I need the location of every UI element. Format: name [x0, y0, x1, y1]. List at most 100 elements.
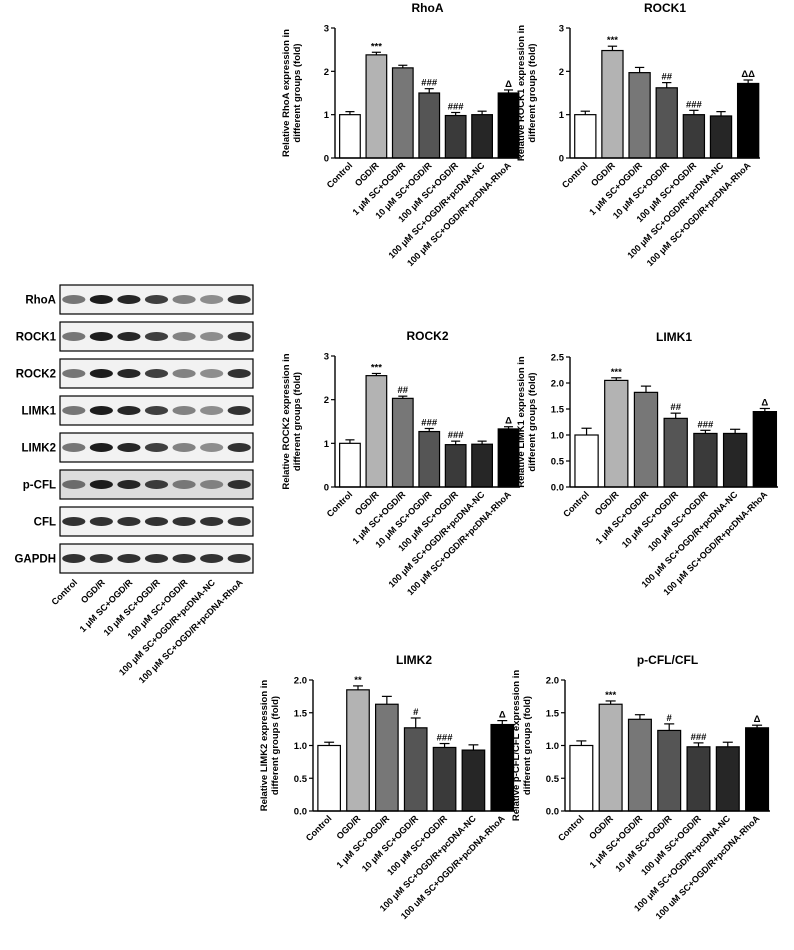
x-tick-label: 100 μM SC+OGD/R+pcDNA-NC — [386, 489, 486, 589]
bar — [444, 444, 467, 488]
bar — [471, 114, 493, 159]
bar — [574, 114, 597, 159]
significance-label: ### — [448, 102, 465, 113]
blot-band — [227, 332, 251, 341]
significance-label: *** — [605, 690, 616, 701]
blot-band — [200, 443, 224, 452]
blot-band — [227, 369, 251, 378]
chart-title: p-CFL/CFL — [637, 653, 698, 667]
blot-band — [62, 554, 86, 563]
significance-label: ## — [670, 402, 681, 413]
blot-band — [227, 517, 251, 526]
blot-band — [144, 480, 169, 489]
blot-band — [144, 295, 169, 304]
significance-label: ### — [448, 430, 465, 441]
bar — [745, 727, 770, 812]
blot-band — [117, 443, 141, 452]
bar — [365, 54, 388, 159]
blot-band — [62, 517, 86, 526]
significance-label: Δ — [499, 710, 506, 721]
significance-label: ## — [398, 385, 409, 396]
blot-band — [200, 517, 224, 526]
y-tick-label: 1.0 — [294, 741, 307, 752]
blot-band — [172, 295, 196, 304]
x-tick-label: OGD/R — [587, 813, 615, 841]
y-axis-label: different groups (fold) — [292, 372, 303, 471]
x-tick-label: Control — [560, 160, 590, 190]
blot-band — [200, 295, 224, 304]
bar — [391, 67, 414, 159]
bar — [471, 443, 493, 488]
blot-band — [227, 554, 251, 563]
x-tick-label: 100 μM SC+OGD/R+pcDNA-NC — [386, 160, 486, 260]
blot-row-label: LIMK2 — [22, 443, 57, 455]
bar-chart: p-CFL/CFL Relative p-CFL/CFL expression i… — [511, 653, 770, 921]
bar — [598, 703, 623, 812]
blot-band — [172, 517, 196, 526]
y-axis-label: Relative ROCK2 expression in — [281, 353, 292, 489]
blot-band — [144, 369, 169, 378]
blot-band — [89, 517, 113, 526]
blot-band — [172, 554, 196, 563]
x-tick-label: 1 μM SC+OGD/R — [594, 489, 651, 546]
bar-chart: LIMK2 Relative LIMK2 expression in differe… — [259, 653, 515, 921]
y-axis-label: Relative RhoA expression in — [281, 29, 292, 157]
bar-chart: LIMK1 Relative LIMK1 expression in differe… — [516, 330, 778, 597]
y-tick-label: 3 — [324, 352, 329, 363]
bar — [693, 432, 718, 488]
blot-band — [89, 295, 113, 304]
significance-label: *** — [371, 41, 382, 52]
bar — [736, 82, 760, 159]
bar — [663, 417, 688, 488]
bar — [682, 114, 706, 159]
blot-band — [117, 406, 141, 415]
y-tick-label: 0.5 — [551, 457, 565, 468]
blot-band — [117, 554, 141, 563]
blot-band — [200, 406, 224, 415]
blot-band — [89, 406, 113, 415]
significance-label: *** — [607, 35, 618, 46]
blot-row-label: ROCK2 — [16, 369, 56, 381]
bar — [752, 411, 778, 488]
bar — [418, 92, 441, 159]
chart-title: LIMK2 — [396, 653, 432, 667]
y-tick-label: 1 — [324, 439, 330, 450]
y-tick-label: 1 — [559, 110, 565, 121]
y-tick-label: 1.5 — [294, 708, 308, 719]
x-tick-label: OGD/R — [593, 489, 621, 517]
blot-band — [62, 332, 86, 341]
blot-band — [227, 480, 251, 489]
blot-band — [172, 480, 196, 489]
y-tick-label: 2.0 — [546, 676, 559, 687]
x-tick-label: 100 uM SC+OGD/R+pcDNA-RhoA — [654, 813, 762, 921]
significance-label: ## — [661, 72, 672, 83]
significance-label: ### — [686, 99, 703, 110]
bar — [444, 114, 467, 159]
significance-label: ### — [437, 733, 454, 744]
bar — [432, 746, 457, 812]
significance-label: ### — [691, 732, 708, 743]
bar — [655, 87, 678, 159]
bar — [601, 49, 624, 159]
blot-band — [200, 480, 224, 489]
blot-row-label: p-CFL — [23, 480, 56, 492]
y-tick-label: 0.5 — [546, 774, 560, 785]
significance-label: ### — [697, 419, 714, 430]
blot-band — [89, 369, 113, 378]
y-axis-label: different groups (fold) — [270, 696, 281, 795]
blot-band — [172, 443, 196, 452]
x-tick-label: Control — [325, 160, 355, 190]
bar — [715, 746, 740, 812]
blot-band — [172, 406, 196, 415]
significance-label: *** — [371, 362, 382, 373]
blot-row-label: ROCK1 — [16, 332, 57, 344]
bar — [339, 114, 361, 159]
lane-label: Control — [50, 577, 80, 607]
y-axis-label: different groups (fold) — [527, 43, 538, 142]
blot-row-label: CFL — [34, 517, 56, 529]
blot-band — [89, 554, 113, 563]
significance-label: # — [667, 713, 673, 724]
blot-band — [89, 332, 113, 341]
blot-row-label: RhoA — [25, 295, 56, 307]
chart-title: LIMK1 — [656, 330, 692, 344]
